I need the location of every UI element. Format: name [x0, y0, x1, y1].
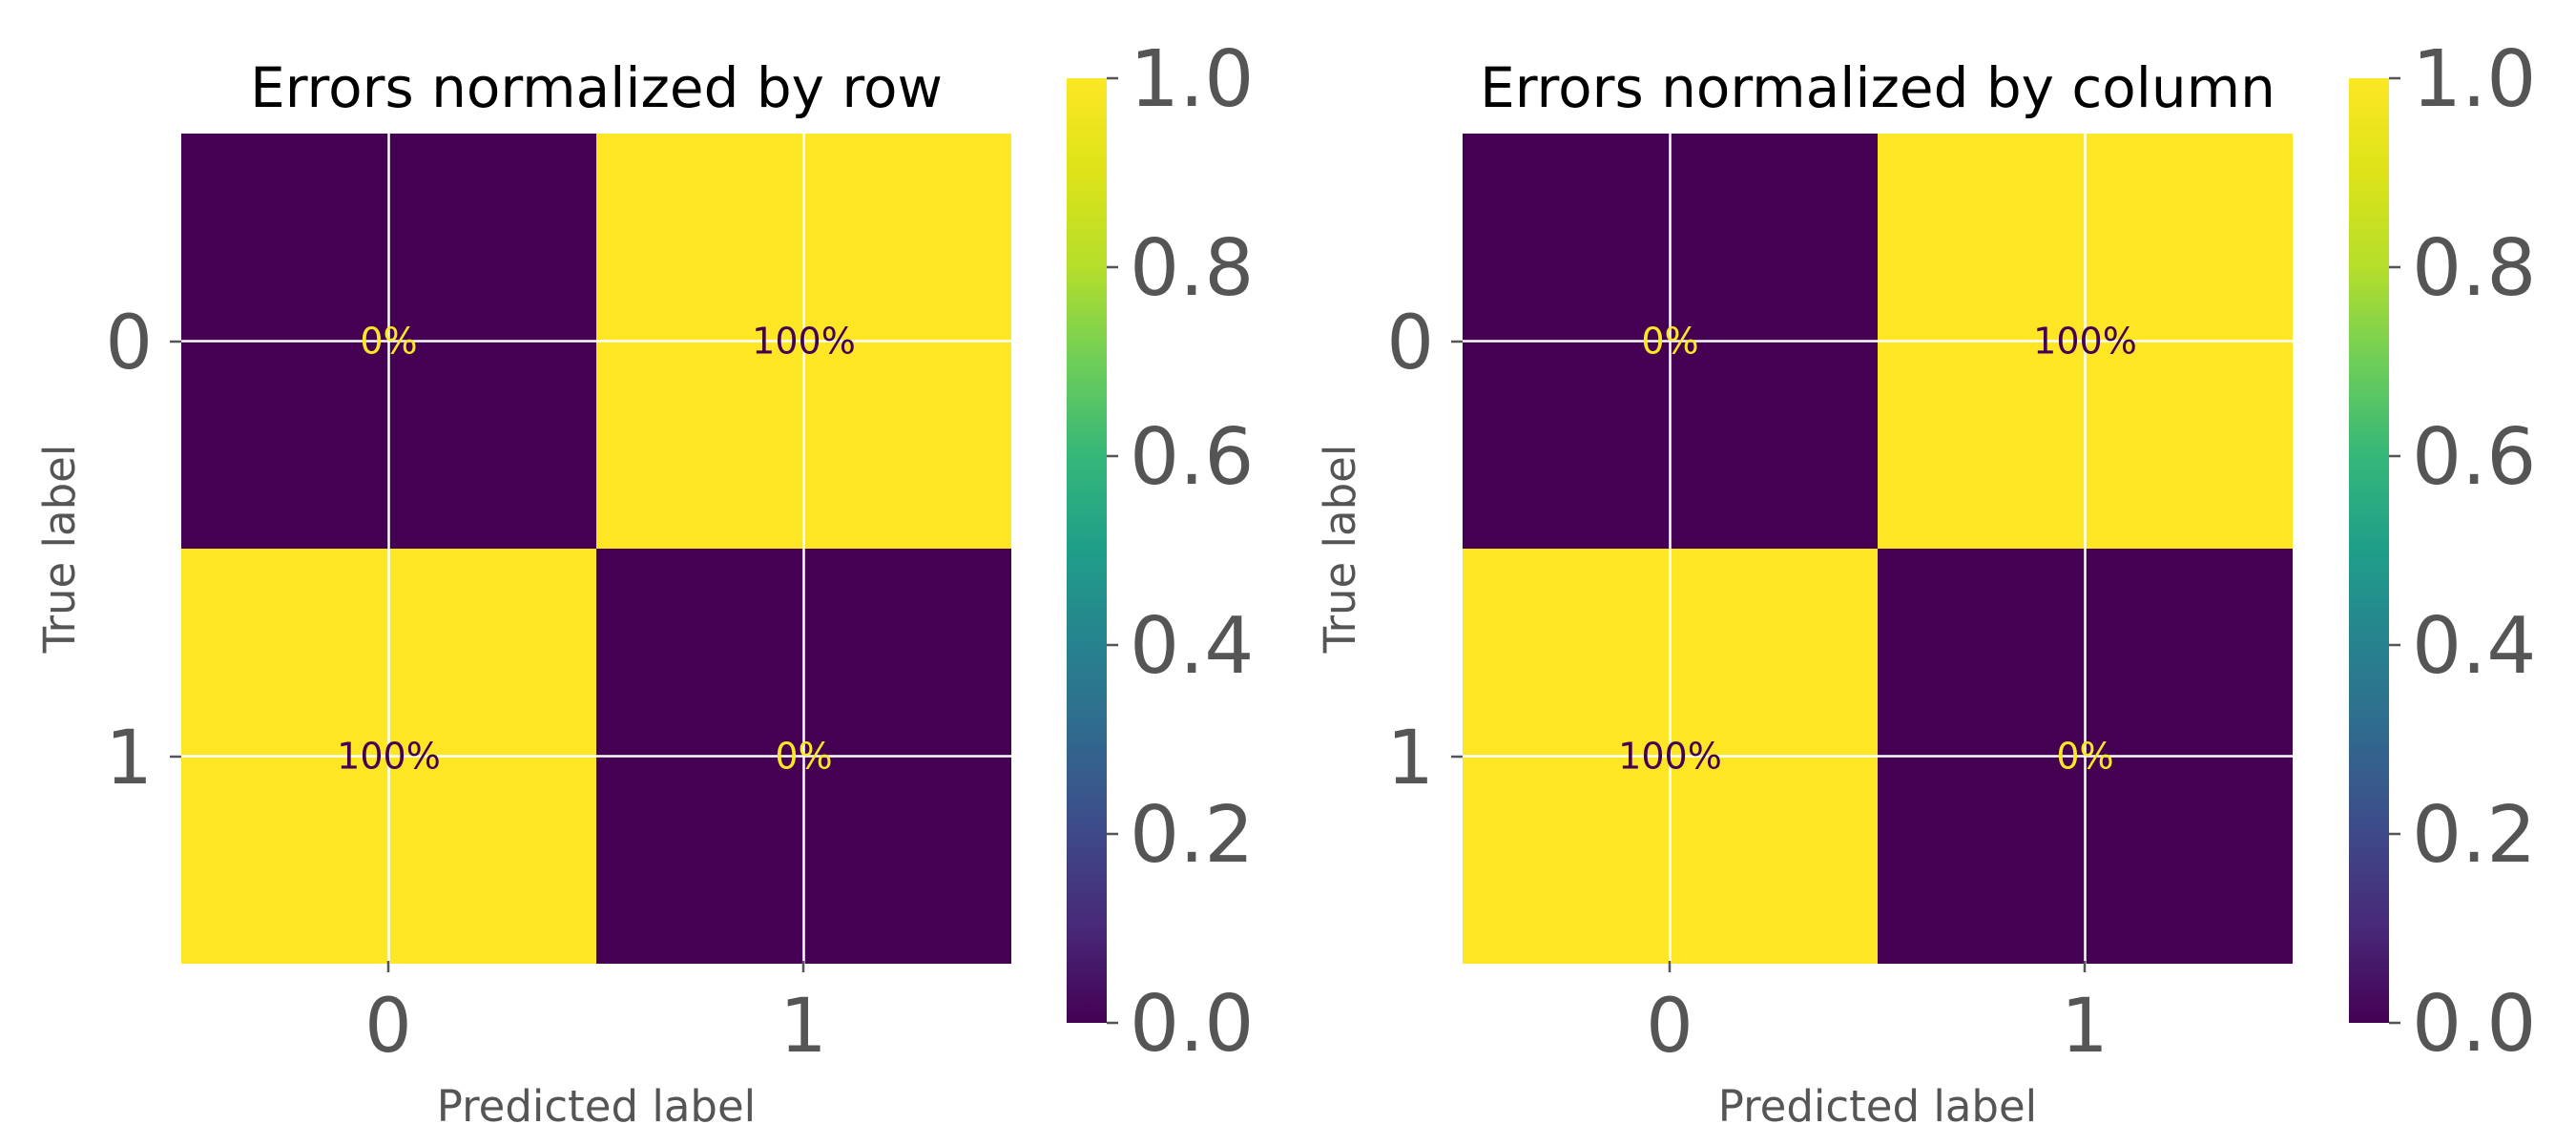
chart-title: Errors normalized by column: [1480, 55, 2275, 120]
colorbar: 0.0 0.2 0.4 0.6 0.8 1.0: [1067, 34, 1254, 1070]
y-axis-label: True label: [34, 445, 85, 655]
colorbar-gradient: [1067, 78, 1107, 1023]
colorbar-tick-label: 0.2: [2412, 790, 2536, 881]
cell-value-label: 100%: [337, 736, 441, 778]
cell-value-label: 100%: [2033, 321, 2137, 363]
colorbar-tick-label: 0.8: [1130, 223, 1254, 314]
cell-labels: 0% 100% 100% 0%: [337, 321, 856, 778]
colorbar-tick-label: 0.0: [1130, 979, 1254, 1070]
x-tick-label-1: 1: [2061, 984, 2109, 1070]
confusion-matrix-panel-row: Errors normalized by row 0% 100%100% 0% 0 …: [34, 34, 1254, 1132]
colorbar-gradient: [2349, 78, 2389, 1023]
cell-value-label: 0%: [1641, 321, 1698, 363]
y-tick-label-1: 1: [105, 716, 153, 802]
cell-value-label: 0%: [360, 321, 417, 363]
heatmap-grid: [1463, 134, 2293, 964]
x-axis-label: Predicted label: [437, 1081, 756, 1132]
heatmap-grid: [181, 134, 1011, 964]
y-axis-label: True label: [1315, 445, 1365, 655]
heatmap-cells: [181, 134, 1011, 964]
y-tick-label-0: 0: [1386, 301, 1434, 386]
cell-value-label: 100%: [752, 321, 856, 363]
cell-value-label: 100%: [1618, 736, 1722, 778]
cell-value-label: 0%: [775, 736, 832, 778]
cell-labels: 0% 100% 100% 0%: [1618, 321, 2137, 778]
y-tick-label-0: 0: [105, 301, 153, 386]
colorbar-tick-label: 1.0: [1130, 34, 1254, 125]
colorbar-ticks: 0.0 0.2 0.4 0.6 0.8 1.0: [2389, 34, 2536, 1070]
cell-value-label: 0%: [2056, 736, 2113, 778]
colorbar-tick-label: 0.6: [1130, 412, 1254, 503]
x-tick-label-0: 0: [364, 984, 412, 1070]
x-tick-label-1: 1: [779, 984, 827, 1070]
y-tick-label-1: 1: [1386, 716, 1434, 802]
colorbar-tick-label: 0.0: [2412, 979, 2536, 1070]
colorbar-tick-label: 0.4: [1130, 601, 1254, 692]
colorbar-tick-label: 0.4: [2412, 601, 2536, 692]
colorbar-tick-label: 0.8: [2412, 223, 2536, 314]
heatmap-cells: [1463, 134, 2293, 964]
x-tick-label-0: 0: [1646, 984, 1693, 1070]
chart-title: Errors normalized by row: [250, 55, 943, 120]
colorbar-ticks: 0.0 0.2 0.4 0.6 0.8 1.0: [1107, 34, 1254, 1070]
colorbar-tick-label: 0.2: [1130, 790, 1254, 881]
confusion-matrix-panel-column: Errors normalized by column 0% 100%100% 0%…: [1315, 34, 2536, 1132]
colorbar: 0.0 0.2 0.4 0.6 0.8 1.0: [2349, 34, 2536, 1070]
colorbar-tick-label: 0.6: [2412, 412, 2536, 503]
colorbar-tick-label: 1.0: [2412, 34, 2536, 125]
x-axis-label: Predicted label: [1718, 1081, 2037, 1132]
